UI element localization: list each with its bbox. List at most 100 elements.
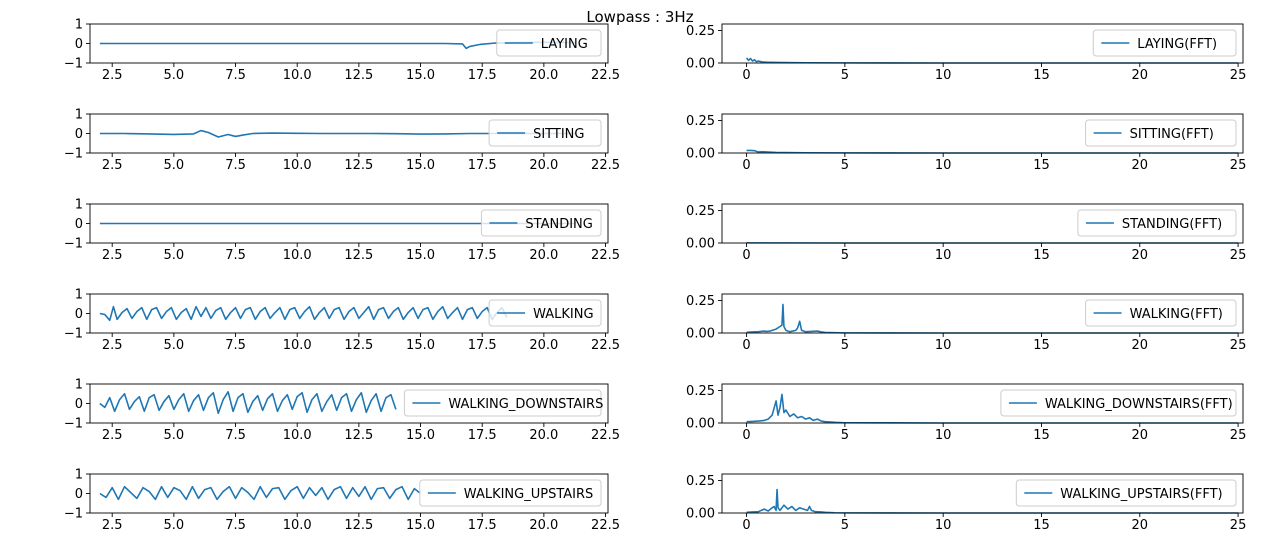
- x-tick-label: 5: [841, 248, 849, 263]
- x-tick-label: 12.5: [344, 338, 373, 353]
- y-tick-label: −1: [64, 57, 83, 72]
- x-tick-label: 7.5: [225, 518, 246, 533]
- x-tick-label: 20.0: [529, 158, 558, 173]
- y-tick-label: −1: [64, 507, 83, 522]
- x-tick-label: 22.5: [591, 518, 620, 533]
- x-tick-label: 10: [935, 428, 952, 443]
- legend-label: LAYING(FFT): [1137, 37, 1217, 52]
- legend-box: [1015, 479, 1237, 507]
- x-tick-label: 5.0: [164, 338, 185, 353]
- series-line-sitting: [99, 129, 576, 138]
- x-tick-label: 10.0: [283, 428, 312, 443]
- legend-label: WALKING_UPSTAIRS: [464, 487, 594, 502]
- y-tick-label: 0.25: [686, 114, 715, 129]
- legend-box: [488, 299, 602, 327]
- y-tick-label: 0: [75, 397, 83, 412]
- series-line-walking: [99, 305, 508, 322]
- y-tick-label: 0: [75, 37, 83, 52]
- legend-sitting-fft: SITTING(FFT): [1085, 119, 1237, 147]
- x-tick-label: 5: [841, 158, 849, 173]
- subplot-sitting-fft: 0 5 10 15 20 25 0.25 0.00 SITTING(FFT): [686, 113, 1246, 173]
- x-tick-label: 10: [935, 518, 952, 533]
- y-tick-label: 0.00: [686, 327, 715, 342]
- x-tick-label: 5: [841, 518, 849, 533]
- legend-box: [1085, 119, 1237, 147]
- x-tick-label: 10: [935, 158, 952, 173]
- legend-laying: LAYING: [496, 29, 602, 57]
- subplot-grid: 2.5 5.0 7.5 10.0 12.5 15.0 17.5 20.0 22.510−1LAY…: [64, 18, 1247, 534]
- x-tick-label: 2.5: [102, 428, 123, 443]
- x-tick-label: 0: [742, 248, 750, 263]
- x-tick-label: 2.5: [102, 248, 123, 263]
- x-tick-label: 20: [1132, 338, 1149, 353]
- legend-box: [480, 209, 602, 237]
- y-tick-label: 0.25: [686, 474, 715, 489]
- legend-label: WALKING_DOWNSTAIRS: [448, 397, 603, 412]
- subplot-walking-downstairs: 2.5 5.0 7.5 10.0 12.5 15.0 17.5 20.0 22.5 1 0 −1 WAL…: [64, 378, 620, 444]
- x-tick-label: 22.5: [591, 428, 620, 443]
- y-tick-label: 0: [75, 307, 83, 322]
- x-tick-label: 2.5: [102, 158, 123, 173]
- x-tick-label: 5: [841, 428, 849, 443]
- y-tick-label: 0.25: [686, 204, 715, 219]
- x-tick-label: 7.5: [225, 158, 246, 173]
- x-tick-label: 0: [742, 158, 750, 173]
- legend-label: STANDING(FFT): [1122, 217, 1222, 232]
- series-line-laying-fft: [745, 57, 1239, 64]
- x-tick-label: 15: [1033, 68, 1050, 83]
- legend-walking-downstairs: WALKING_DOWNSTAIRS: [403, 389, 603, 417]
- x-tick-label: 0: [742, 518, 750, 533]
- x-tick-label: 15.0: [406, 338, 435, 353]
- legend-box: [419, 479, 602, 507]
- legend-label: SITTING(FFT): [1130, 127, 1214, 142]
- x-tick-label: 22.5: [591, 158, 620, 173]
- x-tick-label: 10: [935, 248, 952, 263]
- x-tick-label: 7.5: [225, 338, 246, 353]
- y-tick-label: −1: [64, 417, 83, 432]
- x-tick-label: 5: [841, 68, 849, 83]
- x-tick-label: 20: [1132, 158, 1149, 173]
- legend-standing: STANDING: [480, 209, 602, 237]
- x-tick-label: 20.0: [529, 428, 558, 443]
- y-tick-label: 1: [75, 18, 83, 33]
- y-tick-label: 0.00: [686, 417, 715, 432]
- x-tick-label: 10.0: [283, 248, 312, 263]
- x-tick-label: 17.5: [468, 518, 497, 533]
- y-tick-label: 1: [75, 378, 83, 393]
- x-tick-label: 10.0: [283, 68, 312, 83]
- x-tick-label: 12.5: [344, 158, 373, 173]
- x-tick-label: 25: [1230, 428, 1247, 443]
- x-tick-label: 12.5: [344, 68, 373, 83]
- legend-walking: WALKING: [488, 299, 602, 327]
- x-tick-label: 22.5: [591, 248, 620, 263]
- x-tick-label: 25: [1230, 518, 1247, 533]
- x-tick-label: 5.0: [164, 248, 185, 263]
- subplot-standing: 2.5 5.0 7.5 10.0 12.5 15.0 17.5 20.0 22.5 1 0 −1 STA…: [64, 198, 620, 264]
- legend-walking-fft: WALKING(FFT): [1085, 299, 1237, 327]
- x-tick-label: 0: [742, 428, 750, 443]
- y-tick-label: −1: [64, 327, 83, 342]
- legend-box: [1092, 29, 1237, 57]
- y-tick-label: 1: [75, 108, 83, 123]
- legend-label: SITTING: [533, 127, 584, 142]
- y-tick-label: 0: [75, 217, 83, 232]
- x-tick-label: 25: [1230, 248, 1247, 263]
- x-tick-label: 20: [1132, 428, 1149, 443]
- y-tick-label: 1: [75, 468, 83, 483]
- x-tick-label: 20.0: [529, 248, 558, 263]
- series-line-walking-downstairs-fft: [746, 393, 1239, 424]
- subplot-laying: 2.5 5.0 7.5 10.0 12.5 15.0 17.5 20.0 22.5 1 0 −1 LAY…: [64, 18, 620, 84]
- legend-walking-downstairs-fft: WALKING_DOWNSTAIRS(FFT): [1000, 389, 1237, 417]
- legend-standing-fft: STANDING(FFT): [1077, 209, 1237, 237]
- x-tick-label: 0: [742, 68, 750, 83]
- x-tick-label: 22.5: [591, 338, 620, 353]
- legend-box: [1085, 299, 1237, 327]
- x-tick-label: 15.0: [406, 518, 435, 533]
- x-tick-label: 20: [1132, 518, 1149, 533]
- x-tick-label: 10.0: [283, 518, 312, 533]
- x-tick-label: 15: [1033, 428, 1050, 443]
- x-tick-label: 5.0: [164, 68, 185, 83]
- legend-label: LAYING: [541, 37, 588, 52]
- subplot-walking-fft: 0 5 10 15 20 25 0.25 0.00 WALKING(FFT): [686, 293, 1246, 353]
